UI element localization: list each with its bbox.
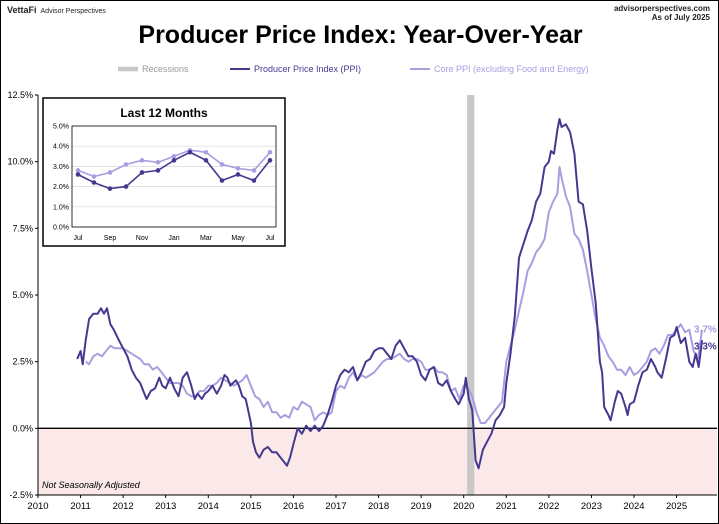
legend: Recessions Producer Price Index (PPI) Core… (118, 64, 589, 74)
inset-core-point (139, 158, 145, 163)
legend-ppi-label: Producer Price Index (PPI) (254, 64, 361, 74)
brand-sub: Advisor Perspectives (40, 8, 106, 15)
inset-ppi-point (155, 168, 161, 173)
inset-ppi-point (171, 158, 177, 163)
x-tick-label: 2013 (155, 501, 176, 512)
brand-name: VettaFi (7, 5, 37, 15)
x-tick-label: 2014 (198, 501, 219, 512)
inset-ppi-point (203, 158, 209, 163)
inset-ppi-point (187, 149, 193, 155)
inset-x-tick-label: May (231, 235, 245, 242)
inset-chart: Last 12 Months 0.0% 1.0% 2.0% 3.0% 4.0% 5.0% Ju… (42, 97, 286, 247)
inset-core-point (267, 149, 273, 155)
inset-x-tick-label: Sep (104, 235, 117, 242)
legend-core-label: Core PPI (excluding Food and Energy) (434, 64, 589, 74)
inset-ppi-point (91, 180, 97, 185)
source-url: advisorperspectives.com (613, 4, 710, 13)
y-tick-label: 5.0% (12, 290, 33, 300)
y-tick-label: 0.0% (12, 423, 33, 433)
inset-core-point (203, 149, 209, 155)
inset-x-tick-label: Nov (136, 235, 149, 242)
inset-y-tick-label: 4.0% (53, 144, 69, 151)
x-tick-label: 2019 (411, 501, 432, 512)
inset-ppi-point (219, 178, 225, 183)
end-label-ppi: 3.3% (694, 341, 717, 352)
x-tick-label: 2010 (27, 501, 48, 512)
inset-ppi-point (139, 170, 145, 175)
x-tick-label: 2022 (538, 501, 559, 512)
inset-core-point (123, 162, 129, 167)
inset-x-tick-label: Mar (200, 235, 213, 242)
inset-ppi-point (75, 172, 81, 177)
inset-y-tick-label: 0.0% (53, 225, 69, 232)
x-tick-label: 2015 (240, 501, 261, 512)
inset-x-tick-label: Jul (74, 235, 83, 242)
inset-core-point (155, 160, 161, 165)
inset-ppi-point (123, 184, 129, 189)
x-tick-label: 2012 (113, 501, 134, 512)
y-tick-label: 2.5% (12, 357, 33, 367)
inset-y-tick-label: 5.0% (53, 124, 69, 131)
legend-recessions-label: Recessions (142, 64, 189, 74)
x-tick-label: 2023 (581, 501, 602, 512)
x-tick-label: 2024 (623, 501, 644, 512)
inset-core-point (91, 174, 97, 179)
inset-core-point (251, 168, 257, 173)
inset-core-point (107, 170, 113, 175)
annotation-nsa: Not Seasonally Adjusted (42, 480, 141, 490)
chart-title: Producer Price Index: Year-Over-Year (138, 21, 583, 49)
inset-core-point (235, 166, 241, 171)
series-ppi-line (76, 118, 704, 470)
inset-title: Last 12 Months (120, 106, 208, 120)
inset-y-tick-label: 3.0% (53, 164, 69, 171)
inset-ppi-point (267, 158, 273, 163)
source-note: advisorperspectives.com As of July 2025 (614, 4, 710, 22)
y-tick-label: 10.0% (7, 157, 33, 167)
recession-band-0 (467, 95, 475, 495)
inset-x-tick-label: Jul (266, 235, 275, 242)
x-tick-label: 2017 (325, 501, 346, 512)
inset-core-point (219, 162, 225, 167)
x-tick-label: 2018 (368, 501, 389, 512)
y-tick-label: 7.5% (12, 223, 33, 233)
end-label-core: 3.7% (694, 325, 717, 336)
x-tick-label: 2025 (666, 501, 687, 512)
inset-x-tick-label: Jan (168, 235, 179, 242)
inset-plot-area (71, 125, 277, 228)
inset-core-point (171, 154, 177, 159)
negative-region (38, 428, 717, 495)
inset-ppi-point (107, 186, 113, 191)
y-tick-label: 12.5% (7, 90, 33, 100)
inset-y-tick-label: 1.0% (53, 204, 69, 211)
inset-y-tick-label: 2.0% (53, 184, 69, 191)
inset-ppi-point (251, 178, 257, 183)
brand-logo: VettaFi Advisor Perspectives (7, 5, 106, 15)
x-tick-label: 2011 (70, 501, 90, 512)
x-tick-label: 2016 (283, 501, 304, 512)
as-of-date: As of July 2025 (651, 13, 710, 22)
inset-ppi-point (235, 172, 241, 177)
x-tick-label: 2020 (453, 501, 474, 512)
inset-core-point (75, 168, 81, 173)
x-tick-label: 2021 (496, 501, 517, 512)
y-tick-label: -2.5% (9, 490, 33, 500)
